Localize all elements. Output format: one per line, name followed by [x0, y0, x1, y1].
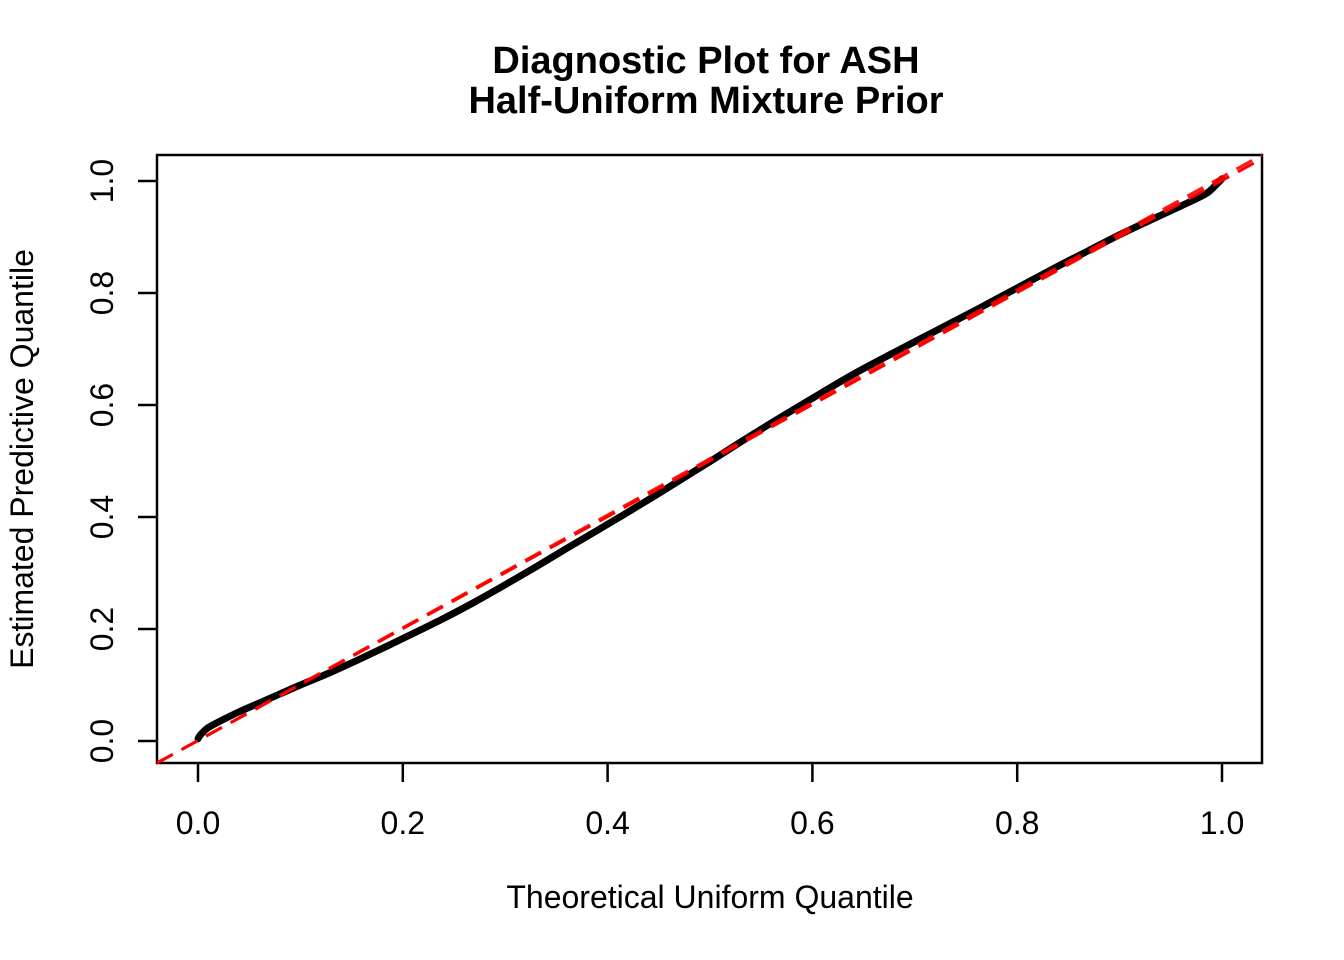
- reference-line: [156, 157, 1263, 765]
- plot-title-line-2: Half-Uniform Mixture Prior: [468, 80, 943, 122]
- y-tick-label: 0.0: [84, 719, 120, 763]
- x-tick-label: 0.8: [995, 805, 1039, 841]
- y-tick-label: 0.4: [84, 495, 120, 539]
- plot-dynamic-layer: 0.0 0.2 0.4 0.6 0.8 1.0 0.0 0.2 0.4 0.6 0.8 1.0: [84, 153, 1263, 841]
- plot-title-line-1: Diagnostic Plot for ASH: [492, 40, 919, 82]
- y-tick-label: 0.2: [84, 607, 120, 651]
- y-tick-label: 0.8: [84, 271, 120, 315]
- x-tick-label: 1.0: [1200, 805, 1244, 841]
- x-tick-label: 0.0: [176, 805, 220, 841]
- x-tick-label: 0.2: [381, 805, 425, 841]
- plot-box: [155, 153, 1264, 765]
- reference-line-overlay: [156, 153, 1263, 765]
- y-tick-label: 0.6: [84, 383, 120, 427]
- y-tick-label: 1.0: [84, 159, 120, 203]
- x-tick-label: 0.6: [790, 805, 834, 841]
- y-axis-title: Estimated Predictive Quantile: [4, 249, 40, 669]
- x-tick-label: 0.4: [585, 805, 629, 841]
- x-axis-title: Theoretical Uniform Quantile: [506, 879, 913, 915]
